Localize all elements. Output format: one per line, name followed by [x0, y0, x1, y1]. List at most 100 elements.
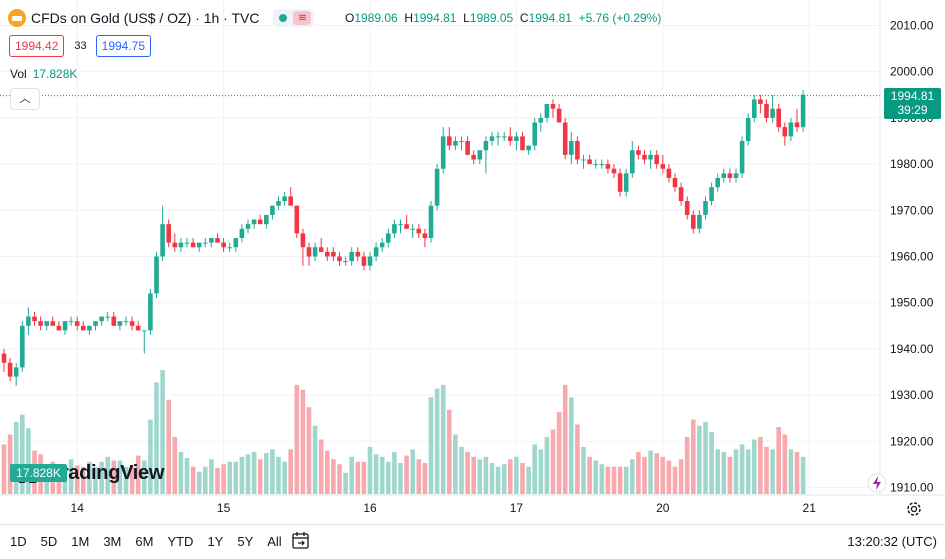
candle-body	[105, 316, 110, 318]
volume-bar	[477, 459, 483, 494]
x-tick-label: 20	[656, 501, 670, 515]
candle-body	[245, 224, 251, 229]
volume-bar	[26, 428, 31, 494]
high-label: H	[404, 11, 414, 25]
volume-bar	[483, 456, 489, 494]
volume-bar	[111, 460, 117, 494]
symbol-title[interactable]: CFDs on Gold (US$ / OZ) · 1h · TVC	[31, 10, 260, 26]
range-1m[interactable]: 1M	[71, 534, 90, 549]
candle-body	[349, 251, 354, 262]
candle-body	[93, 321, 98, 326]
volume-bar	[794, 451, 800, 494]
candle-body	[276, 201, 281, 206]
y-tick-label: 2000.00	[890, 65, 934, 79]
volume-bar	[20, 414, 25, 494]
candle-body	[691, 214, 696, 229]
candlestick-chart[interactable]: 1910.00 1920.00 1930.00 1940.00 1950.00 1960.…	[0, 0, 945, 524]
volume-bar	[752, 439, 757, 494]
candle-body	[129, 321, 135, 326]
candle-body	[758, 99, 763, 105]
symbol-legend: CFDs on Gold (US$ / OZ) · 1h · TVC ≋	[8, 8, 315, 28]
candle-body	[343, 261, 348, 263]
candle-body	[532, 122, 537, 146]
volume-bar	[495, 466, 501, 494]
candle-body	[300, 233, 306, 248]
volume-bar	[410, 449, 415, 494]
candle-body	[556, 108, 562, 123]
lightning-icon[interactable]	[866, 472, 888, 494]
quote-buttons: 1994.42 33 1994.75	[9, 35, 152, 57]
candle-body	[325, 251, 330, 257]
volume-bar	[782, 434, 788, 494]
y-tick-label: 1930.00	[890, 388, 934, 402]
market-status-pill[interactable]: ≋	[273, 9, 315, 27]
buy-button[interactable]: 1994.75	[95, 35, 152, 57]
volume-bar	[135, 455, 141, 494]
x-tick-label: 15	[217, 501, 231, 515]
range-6m[interactable]: 6M	[135, 534, 154, 549]
candle-body	[654, 154, 659, 165]
volume-bar	[654, 453, 659, 494]
candle-body	[434, 168, 440, 206]
volume-bar	[373, 454, 379, 494]
volume-bar	[154, 382, 159, 494]
last-price-value: 1994.81	[890, 89, 935, 103]
candle-body	[294, 205, 300, 234]
sell-button[interactable]: 1994.42	[9, 35, 65, 57]
volume-bar	[691, 419, 696, 494]
range-5y[interactable]: 5Y	[237, 534, 254, 549]
candle-body	[81, 325, 86, 331]
volume-bar	[764, 446, 769, 494]
candle-body	[684, 201, 690, 215]
utc-clock[interactable]: 13:20:32 (UTC)	[847, 534, 937, 549]
candle-body	[355, 251, 361, 257]
volume-bar	[569, 397, 574, 494]
volume-bar	[233, 461, 239, 494]
volume-bar	[203, 466, 208, 494]
volume-bar	[349, 456, 354, 494]
range-1d[interactable]: 1D	[10, 534, 27, 549]
candle-body	[678, 187, 684, 202]
volume-bar	[575, 424, 580, 494]
range-all[interactable]: All	[267, 534, 282, 549]
candle-body	[209, 238, 214, 243]
volume-bar	[666, 460, 672, 494]
candle-body	[672, 177, 678, 188]
candle-body	[221, 242, 226, 248]
gold-logo-icon	[8, 9, 26, 27]
candle-body	[593, 164, 598, 166]
price-axis[interactable]: 1910.00 1920.00 1930.00 1940.00 1950.00 1960.…	[879, 0, 934, 495]
volume-bar	[599, 464, 605, 494]
range-5d[interactable]: 5D	[40, 534, 58, 549]
range-3m[interactable]: 3M	[103, 534, 122, 549]
range-ytd[interactable]: YTD	[167, 534, 194, 549]
y-tick-label: 1960.00	[890, 250, 934, 264]
range-1y[interactable]: 1Y	[207, 534, 224, 549]
gear-icon[interactable]	[905, 500, 923, 518]
collapse-legend-button[interactable]: ︿	[10, 88, 40, 110]
volume-value: 17.828K	[32, 67, 78, 81]
candle-body	[764, 104, 769, 118]
volume-bar	[343, 472, 348, 494]
time-axis[interactable]: 14 15 16 17 20 21	[71, 501, 817, 515]
candle-body	[581, 159, 586, 161]
y-tick-label: 1920.00	[890, 434, 934, 448]
volume-bar	[331, 459, 336, 494]
volume-bar	[245, 454, 251, 494]
candle-body	[770, 108, 775, 118]
candle-series	[1, 90, 806, 386]
candle-body	[739, 141, 745, 174]
candle-body	[410, 228, 415, 230]
low-label: L	[463, 11, 470, 25]
y-tick-label: 1950.00	[890, 296, 934, 310]
candle-body	[575, 141, 580, 160]
candle-body	[117, 321, 123, 326]
volume-bar	[257, 459, 263, 494]
volume-bar	[508, 459, 513, 494]
volume-label[interactable]: Vol	[10, 67, 27, 81]
calendar-goto-icon[interactable]	[290, 530, 312, 552]
y-tick-label: 1940.00	[890, 342, 934, 356]
volume-bar	[434, 388, 440, 494]
candle-body	[697, 214, 702, 229]
volume-bar	[428, 397, 434, 494]
